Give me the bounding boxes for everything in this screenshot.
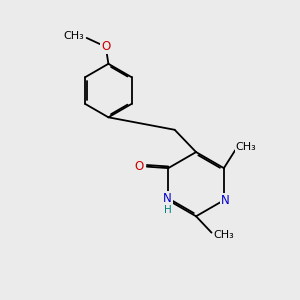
Text: O: O: [101, 40, 111, 53]
Text: N: N: [221, 194, 230, 207]
Text: CH₃: CH₃: [236, 142, 256, 152]
Text: O: O: [135, 160, 144, 173]
Text: N: N: [163, 192, 172, 205]
Text: CH₃: CH₃: [64, 31, 85, 40]
Text: H: H: [164, 205, 172, 215]
Text: CH₃: CH₃: [214, 230, 234, 240]
